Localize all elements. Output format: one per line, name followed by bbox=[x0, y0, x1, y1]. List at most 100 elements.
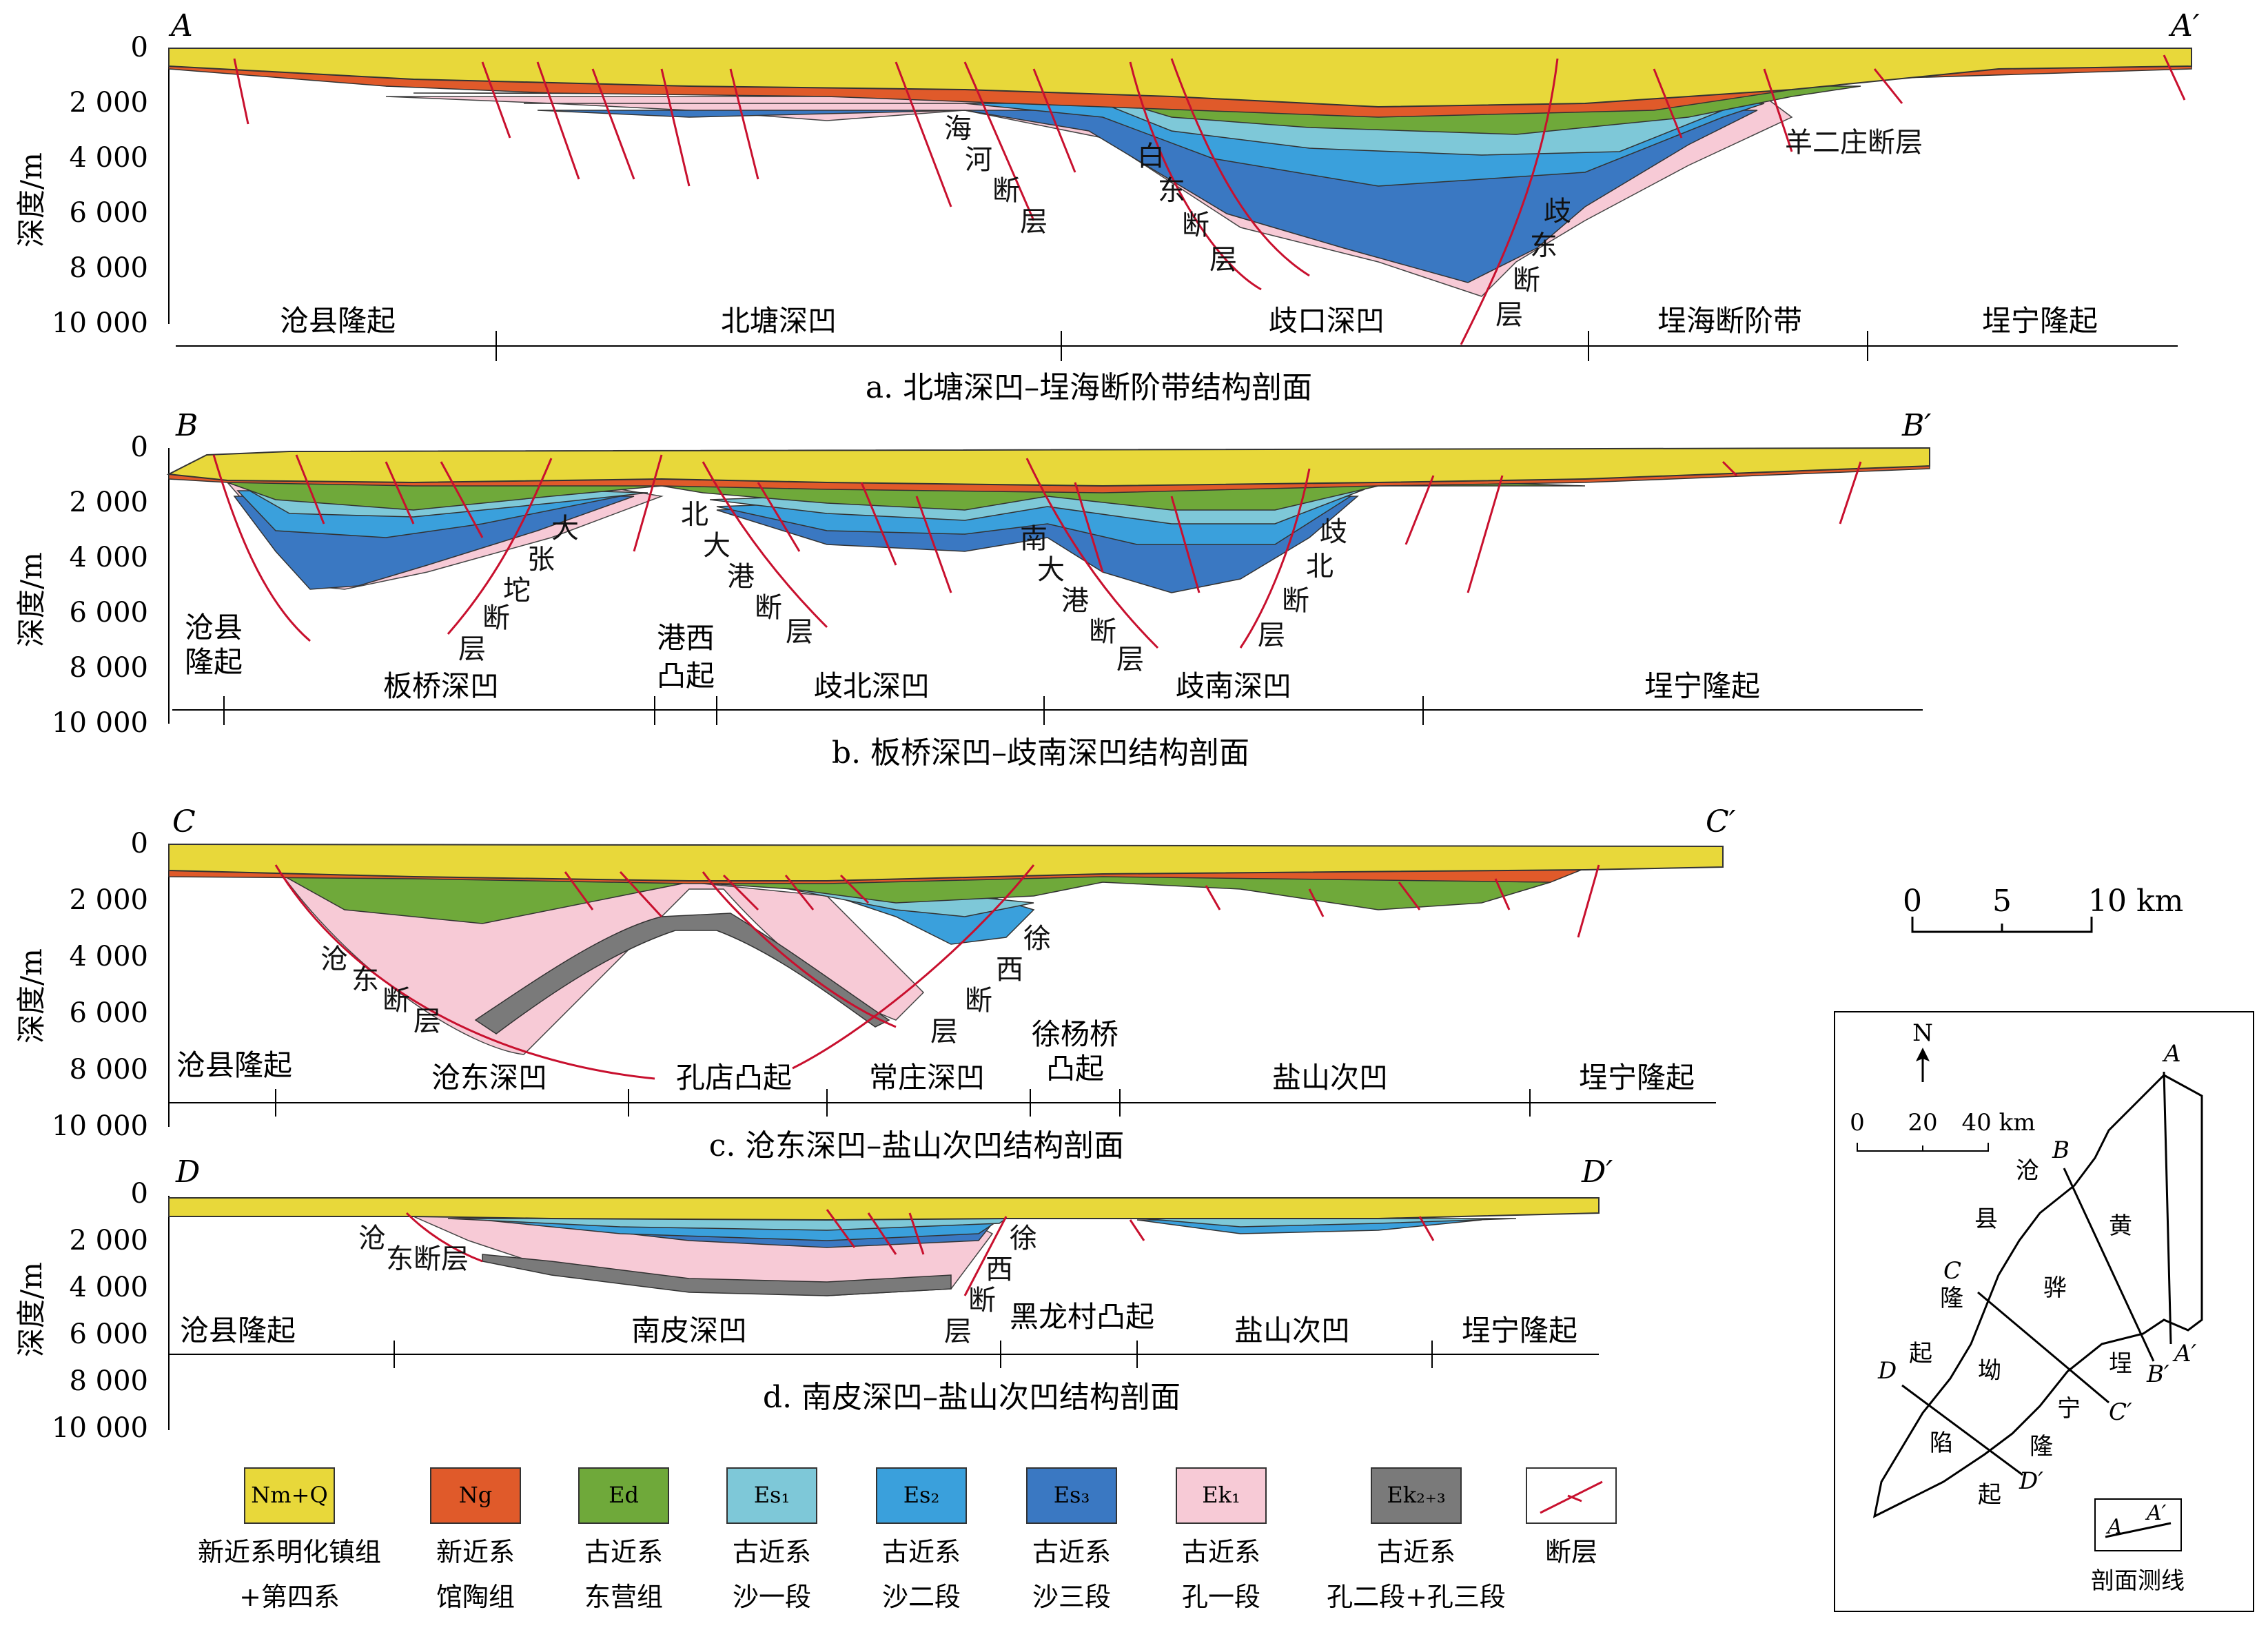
fault-label-dazhangtuo: 坨 bbox=[503, 575, 531, 607]
scale-bar: 0 5 10 km bbox=[1903, 884, 2183, 933]
tick-label: 2 000 bbox=[69, 87, 148, 119]
tick-label: 10 000 bbox=[52, 1412, 148, 1444]
fault-line bbox=[295, 454, 325, 524]
profile-line-b bbox=[2063, 1168, 2155, 1362]
fault-label-haihe: 层 bbox=[1020, 206, 1048, 238]
tick-label: 2 000 bbox=[69, 1225, 148, 1256]
tick-label: 6 000 bbox=[69, 997, 148, 1029]
unit-label: 板桥深凹 bbox=[383, 669, 499, 703]
unit-labels-c: 沧县隆起 沧东深凹 孔店凸起 常庄深凹 徐杨桥 凸起 盐山次凹 埕宁隆起 bbox=[176, 1017, 1695, 1094]
fault-line bbox=[1170, 58, 1310, 277]
depth-ticks-d: 0 2 000 4 000 6 000 8 000 10 000 bbox=[52, 1178, 148, 1444]
tick-label: 4 000 bbox=[69, 941, 148, 972]
legend-item-ek1: Ek₁ 古近系 孔一段 bbox=[1176, 1467, 1267, 1612]
fault-line bbox=[826, 1209, 856, 1248]
fault-labels-b: 大 张 坨 断 层 北 大 港 断 层 南 大 港 断 层 歧 北 断 层 bbox=[458, 499, 1347, 675]
legend-code: Es₁ bbox=[754, 1482, 790, 1508]
legend: Nm+Q 新近系明化镇组 +第四系 Ng 新近系 馆陶组 Ed 古近系 东营组 … bbox=[198, 1467, 1617, 1612]
fault-line bbox=[1577, 864, 1600, 938]
legend-item-ek23: Ek₂₊₃ 古近系 孔二段+孔三段 bbox=[1327, 1467, 1506, 1612]
unit-label: 沧县 bbox=[185, 611, 243, 644]
tick-label: 0 bbox=[131, 431, 148, 463]
tick-label: 8 000 bbox=[69, 252, 148, 284]
fault-label-xuxi: 断 bbox=[968, 1285, 996, 1316]
legend-item-es3: Es₃ 古近系 沙三段 bbox=[1026, 1467, 1117, 1612]
region-char: 骅 bbox=[2043, 1274, 2067, 1302]
fault-line bbox=[1722, 460, 1738, 477]
legend-desc: 沙三段 bbox=[1032, 1582, 1111, 1612]
fault-line bbox=[1129, 1219, 1145, 1241]
legend-desc: 沙一段 bbox=[733, 1582, 811, 1612]
inset-legend-line bbox=[2105, 1522, 2172, 1538]
region-char: 起 bbox=[1978, 1481, 2001, 1509]
section-b: 深度/m 0 2 000 4 000 6 000 8 000 10 000 B … bbox=[14, 408, 1931, 771]
fault-line bbox=[1398, 882, 1421, 910]
fault-line bbox=[2163, 54, 2186, 101]
fault-line bbox=[1308, 888, 1325, 917]
section-end-label: C′ bbox=[1706, 804, 1736, 839]
fault-line bbox=[233, 58, 249, 125]
fault-labels-a: 海 河 断 层 白 东 断 层 歧 东 断 层 羊二庄断层 bbox=[944, 113, 1923, 331]
fault-line bbox=[1074, 482, 1104, 573]
profile-point-labels: A A′ B B′ C C′ D D′ bbox=[1877, 1040, 2197, 1495]
unit-label: 埕宁隆起 bbox=[1982, 304, 2098, 338]
section-caption-d: d. 南皮深凹–盐山次凹结构剖面 bbox=[763, 1380, 1181, 1415]
fault-label-nandagang: 大 bbox=[1037, 554, 1065, 586]
region-char: 宁 bbox=[2057, 1395, 2081, 1423]
inset-scale-tick: 0 bbox=[1850, 1109, 1865, 1137]
section-caption-c: c. 沧东深凹–盐山次凹结构剖面 bbox=[709, 1128, 1125, 1163]
region-char: 隆 bbox=[2030, 1433, 2053, 1460]
tick-label: 6 000 bbox=[69, 197, 148, 229]
tick-label: 4 000 bbox=[69, 1272, 148, 1303]
unit-label: 黑龙村凸起 bbox=[1010, 1300, 1154, 1334]
unit-label: 沧县隆起 bbox=[280, 304, 396, 338]
region-char: 埕 bbox=[2109, 1350, 2132, 1378]
fault-label-cangdong: 沧 bbox=[358, 1223, 386, 1254]
north-arrow-icon bbox=[1916, 1048, 1930, 1061]
layer-ed bbox=[280, 875, 1551, 924]
legend-code: Ek₂₊₃ bbox=[1387, 1482, 1445, 1508]
inset-legend-label: 剖面测线 bbox=[2091, 1567, 2185, 1595]
fault-line bbox=[702, 871, 897, 1028]
unit-labels-a: 沧县隆起 北塘深凹 歧口深凹 埕海断阶带 埕宁隆起 bbox=[280, 304, 2098, 338]
legend-desc: 古近系 bbox=[733, 1537, 811, 1567]
fault-label-beidagang: 断 bbox=[755, 592, 782, 624]
fault-line bbox=[385, 461, 415, 524]
fault-label-qidong: 歧 bbox=[1544, 196, 1571, 227]
tick-label: 6 000 bbox=[69, 597, 148, 629]
inset-legend-a: A bbox=[2105, 1515, 2123, 1539]
section-start-label: B bbox=[175, 408, 198, 443]
unit-label: 歧口深凹 bbox=[1269, 304, 1385, 338]
fault-line bbox=[1032, 68, 1076, 173]
fault-line bbox=[1763, 68, 1793, 152]
section-start-label: D bbox=[175, 1154, 200, 1190]
fault-label-qibei: 北 bbox=[1306, 551, 1334, 582]
region-char: 县 bbox=[1974, 1205, 1998, 1233]
fault-line bbox=[591, 68, 635, 180]
fault-line bbox=[274, 864, 655, 1080]
fault-line bbox=[729, 68, 759, 180]
inset-map: N 0 20 40 km A A′ B B′ C C′ D D′ 沧 县 隆 bbox=[1834, 1011, 2254, 1612]
fault-label-xuxi: 层 bbox=[944, 1316, 972, 1347]
profile-point: C′ bbox=[2109, 1398, 2132, 1426]
unit-label: 北塘深凹 bbox=[721, 304, 837, 338]
fault-line bbox=[860, 482, 897, 566]
fault-symbol-tick bbox=[1567, 1494, 1582, 1502]
section-end-label: B′ bbox=[1901, 408, 1931, 443]
legend-code: Ng bbox=[459, 1482, 492, 1508]
profile-line-a bbox=[2163, 1071, 2172, 1345]
unit-label: 埕宁隆起 bbox=[1644, 669, 1760, 703]
fault-line bbox=[915, 496, 952, 593]
unit-label: 埕宁隆起 bbox=[1462, 1314, 1577, 1347]
faults-b bbox=[212, 454, 1862, 649]
fault-label-dazhangtuo: 层 bbox=[458, 633, 486, 665]
layer-nmq bbox=[168, 843, 1724, 882]
tick-label: 4 000 bbox=[69, 142, 148, 174]
fault-line bbox=[1418, 1216, 1435, 1241]
y-axis-label-b: 深度/m bbox=[14, 552, 48, 647]
legend-code: Ek₁ bbox=[1202, 1482, 1240, 1508]
fault-line bbox=[1404, 475, 1435, 545]
fault-line bbox=[1873, 68, 1903, 104]
unit-labels-d: 沧县隆起 南皮深凹 黑龙村凸起 盐山次凹 埕宁隆起 bbox=[180, 1300, 1577, 1347]
unit-label: 常庄深凹 bbox=[869, 1061, 985, 1094]
